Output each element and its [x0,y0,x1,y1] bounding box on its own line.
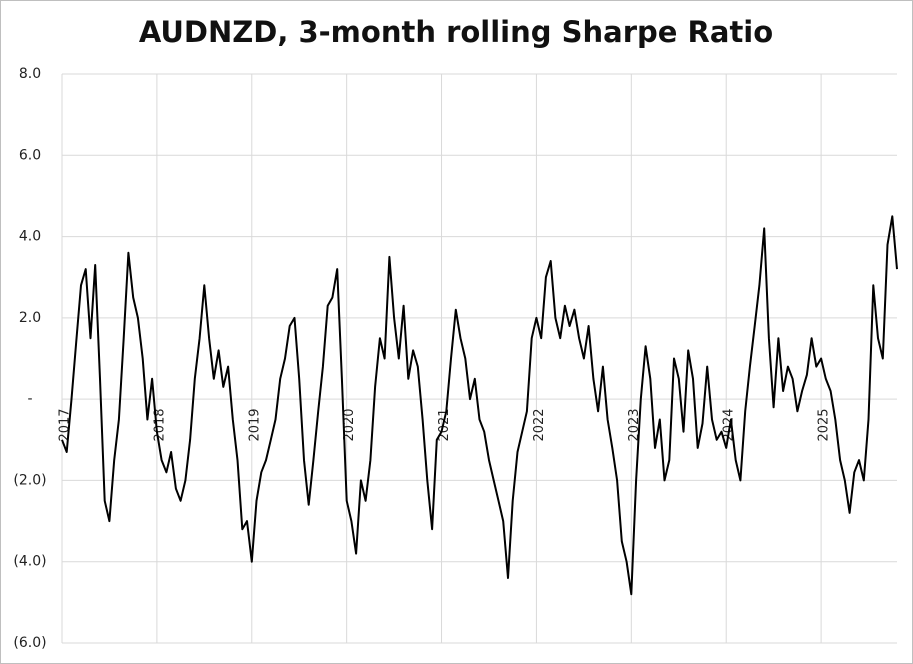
data-line [61,215,898,596]
x-tick-label: 2020 [342,408,357,441]
x-tick-label: 2025 [817,408,832,441]
y-tick-label: (6.0) [13,635,46,651]
y-tick-label: (2.0) [13,472,46,488]
y-tick-label: 6.0 [19,147,41,163]
y-tick-label: 2.0 [19,310,41,326]
chart-title: AUDNZD, 3-month rolling Sharpe Ratio [139,15,773,49]
x-tick-label: 2022 [532,408,547,441]
y-tick-label: - [27,391,32,407]
y-tick-label: (4.0) [13,554,46,570]
y-tick-label: 4.0 [19,229,41,245]
x-tick-label: 2019 [247,408,262,441]
y-tick-label: 8.0 [19,66,41,82]
